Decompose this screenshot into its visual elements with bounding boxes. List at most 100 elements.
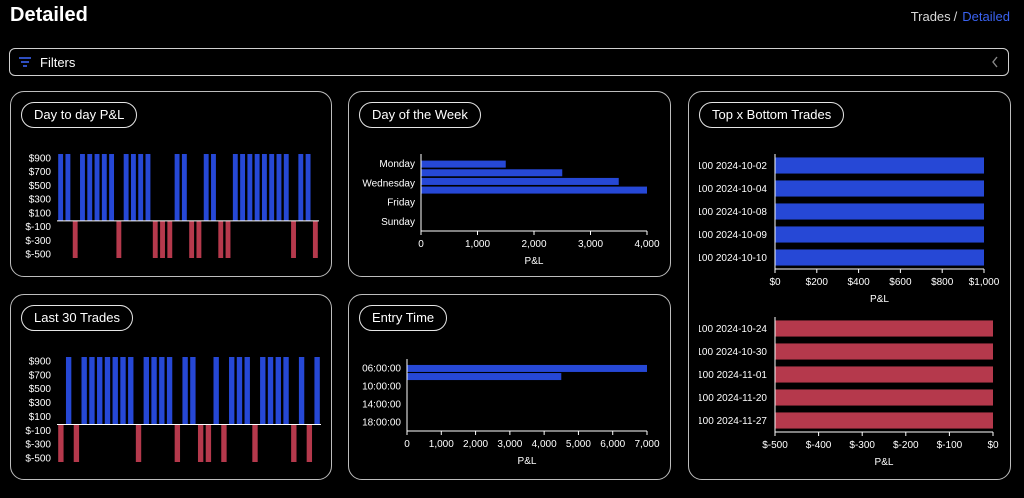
bar — [109, 154, 115, 221]
bar — [189, 220, 195, 258]
bar — [120, 357, 126, 425]
x-tick-label: 0 — [404, 439, 410, 450]
bar — [775, 249, 984, 266]
x-tick-label: 0 — [418, 239, 424, 250]
y-tick-label: $900 — [29, 154, 52, 165]
bar — [306, 424, 313, 462]
bar — [775, 226, 984, 243]
y-tick-label: Wednesday — [362, 178, 415, 189]
x-tick-label: 1,000 — [429, 439, 454, 450]
bar — [116, 220, 122, 258]
bar — [81, 357, 87, 425]
breadcrumb-detailed[interactable]: Detailed — [962, 9, 1010, 24]
y-tick-label: $100 — [29, 208, 52, 219]
bar — [159, 357, 165, 425]
y-tick-label: 10:00:00 — [362, 382, 401, 393]
y-tick-label: $-100 — [25, 222, 51, 233]
bar — [291, 220, 296, 258]
x-tick-label: 2,000 — [463, 439, 488, 450]
y-tick-label: $300 — [29, 398, 52, 409]
card-top-bottom-trades: Top x Bottom Trades 100 2024-10-02 100 20… — [688, 91, 1011, 480]
bar — [197, 424, 204, 462]
bar — [775, 343, 993, 360]
bar — [213, 357, 219, 425]
y-tick-label: Friday — [387, 198, 415, 209]
bar — [775, 389, 993, 406]
bar — [58, 154, 64, 221]
category-label: 100 2024-11-01 — [697, 370, 767, 381]
x-axis-title: P&L — [525, 256, 544, 267]
bar — [166, 357, 173, 425]
category-label: 100 2024-10-30 — [696, 347, 767, 358]
breadcrumb-trades[interactable]: Trades — [910, 9, 951, 24]
bar — [151, 357, 157, 425]
y-tick-label: $700 — [29, 167, 52, 178]
x-axis-title: P&L — [518, 456, 537, 467]
bar — [138, 154, 144, 221]
category-label: 100 2024-10-09 — [696, 230, 767, 241]
bar — [218, 220, 224, 258]
bar — [252, 424, 258, 462]
bar — [283, 154, 289, 221]
bar — [65, 357, 72, 425]
category-label: 100 2024-10-02 — [696, 161, 767, 172]
bar — [312, 220, 318, 258]
bar — [260, 357, 266, 425]
chevron-left-icon[interactable] — [991, 56, 999, 68]
x-tick-label: 4,000 — [532, 439, 557, 450]
x-tick-label: 2,000 — [521, 239, 546, 250]
bar — [174, 424, 181, 462]
x-tick-label: $600 — [889, 277, 912, 288]
bar — [421, 186, 647, 194]
bar — [407, 364, 647, 372]
y-tick-label: $300 — [29, 195, 52, 206]
category-label: 100 2024-11-27 — [697, 416, 767, 427]
bar — [775, 180, 984, 197]
breadcrumb: Trades / Detailed — [911, 9, 1010, 24]
x-tick-label: 5,000 — [566, 439, 591, 450]
x-tick-label: 3,000 — [578, 239, 603, 250]
page-title: Detailed — [10, 4, 88, 26]
bar — [80, 154, 85, 221]
x-tick-label: $200 — [806, 277, 829, 288]
bar — [104, 357, 111, 425]
y-tick-label: $500 — [29, 181, 52, 192]
y-tick-label: $700 — [29, 370, 52, 381]
bar — [203, 154, 209, 221]
bar — [97, 357, 103, 425]
bar — [72, 220, 78, 258]
y-tick-label: 14:00:00 — [362, 400, 401, 411]
bar — [421, 177, 619, 185]
bar — [181, 154, 187, 221]
bar — [244, 357, 250, 425]
category-label: 100 2024-10-08 — [696, 207, 767, 218]
bar — [145, 154, 151, 221]
x-axis-title: P&L — [875, 457, 894, 468]
chart-top-trades: 100 2024-10-02 100 2024-10-04 100 2024-10-… — [696, 154, 1000, 305]
bar — [190, 357, 196, 425]
y-tick-label: $900 — [29, 357, 52, 368]
y-tick-label: $-100 — [25, 426, 51, 437]
card-day-to-day-pnl: Day to day P&L $900 $700 $500 $300 $100 $-100… — [10, 91, 332, 277]
bar — [236, 357, 243, 425]
x-tick-label: 6,000 — [600, 439, 625, 450]
category-label: 100 2024-11-20 — [697, 393, 767, 404]
bar — [221, 424, 227, 462]
x-axis-title: P&L — [870, 294, 889, 305]
x-tick-label: 7,000 — [634, 439, 659, 450]
card-entry-time: Entry Time 06:00:00 10:00:00 14:00:00 18:00… — [348, 294, 671, 480]
bar — [87, 154, 93, 221]
x-tick-label: $-400 — [806, 440, 832, 451]
y-tick-label: $-300 — [25, 236, 51, 247]
bar — [143, 357, 149, 425]
card-last-30-trades: Last 30 Trades $900 $700 $500 $300 $100 $-100… — [10, 294, 332, 480]
category-label: 100 2024-10-10 — [696, 253, 767, 264]
bar — [775, 320, 993, 337]
filter-icon — [19, 57, 31, 67]
bar — [58, 424, 64, 462]
x-tick-label: $-500 — [762, 440, 788, 451]
filters-bar[interactable]: Filters — [9, 48, 1009, 76]
bar — [196, 220, 202, 258]
bar — [775, 203, 984, 220]
bar — [94, 154, 100, 221]
